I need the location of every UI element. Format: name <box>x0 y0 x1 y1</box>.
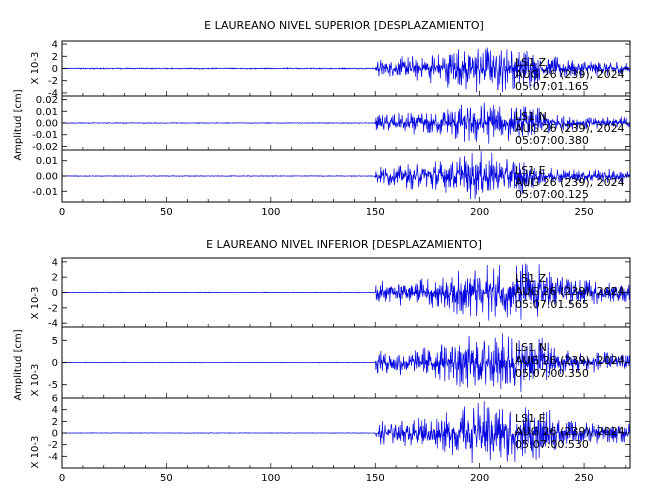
stamp-station: LS1 Z <box>515 272 547 285</box>
stamp-station: LS1 N <box>515 341 547 354</box>
x-tick-label: 150 <box>366 473 385 484</box>
chart-upper-ylabel: Amplitud [cm] <box>13 89 24 160</box>
x-tick-label: 100 <box>261 473 280 484</box>
x-tick-label: 0 <box>59 473 65 484</box>
stamp-date: AUG 26 (239), 2024 <box>515 176 625 189</box>
y-tick-label: -0.02 <box>32 142 58 153</box>
y-tick-label: 2 <box>52 417 58 428</box>
panel-upper-e: 0.01 0.00 -0.01 LS1 E AUG 26 (239), 2024 0… <box>32 149 631 203</box>
stamp-station: LS1 N <box>515 110 547 123</box>
trace-upper-n <box>61 102 631 144</box>
x-tick-label: 50 <box>160 473 173 484</box>
trace-lower-z <box>61 263 631 321</box>
x-tick-label: 150 <box>366 207 385 218</box>
chart-lower: E LAUREANO NIVEL INFERIOR [DESPLAZAMIENT… <box>13 238 631 484</box>
x-tick-label: 0 <box>59 207 65 218</box>
y-tick-label: 2 <box>52 273 58 284</box>
y-tick-label: 0 <box>52 358 58 369</box>
y-tick-label: -2 <box>48 303 58 314</box>
y-tick-label: 0 <box>52 64 58 75</box>
stamp-date: AUG 26 (239), 2024 <box>515 285 625 298</box>
x-tick-label: 250 <box>575 207 594 218</box>
stamp-date: AUG 26 (239), 2024 <box>515 68 625 81</box>
chart-lower-ylabel: Amplitud [cm] <box>13 329 24 400</box>
trace-upper-z <box>61 47 631 93</box>
y-tick-label: -5 <box>48 380 58 391</box>
y-tick-label: 0.01 <box>36 156 58 167</box>
stamp-date: AUG 26 (239), 2024 <box>515 425 625 438</box>
y-tick-label: 4 <box>52 405 58 416</box>
stamp-time: 05:07:01.565 <box>515 298 589 311</box>
y-tick-label: 0 <box>52 429 58 440</box>
stamp-station: LS1 E <box>515 164 546 177</box>
y-tick-label: 0.00 <box>36 172 58 183</box>
stamp-time: 05:07:00.350 <box>515 367 589 380</box>
trace-lower-e <box>61 401 631 464</box>
scale-label: X 10-3 <box>30 436 41 469</box>
y-tick-label: -2 <box>48 76 58 87</box>
y-tick-label: -4 <box>48 452 58 463</box>
y-tick-label: 0.02 <box>36 95 58 106</box>
x-tick-label: 50 <box>160 207 173 218</box>
y-tick-label: -2 <box>48 440 58 451</box>
chart-upper-title: E LAUREANO NIVEL SUPERIOR [DESPLAZAMIENT… <box>204 19 484 32</box>
y-tick-label: 0.01 <box>36 107 58 118</box>
y-tick-label: -0.01 <box>32 187 58 198</box>
scale-label: X 10-3 <box>30 52 41 85</box>
stamp-time: 05:07:00.380 <box>515 134 589 147</box>
stamp-time: 05:07:01.165 <box>515 80 589 93</box>
stamp-station: LS1 E <box>515 412 546 425</box>
stamp-date: AUG 26 (239), 2024 <box>515 122 625 135</box>
stamp-time: 05:07:00.125 <box>515 188 589 201</box>
x-tick-label: 100 <box>261 207 280 218</box>
x-tick-label: 250 <box>575 473 594 484</box>
stamp-station: LS1 Z <box>515 56 547 69</box>
y-tick-label: 0.00 <box>36 119 58 130</box>
x-axis-lower: 0 50 100 150 200 250 <box>59 473 594 484</box>
scale-label: X 10-3 <box>30 364 41 397</box>
trace-lower-n <box>61 333 631 393</box>
chart-upper: E LAUREANO NIVEL SUPERIOR [DESPLAZAMIENT… <box>13 19 631 218</box>
chart-lower-title: E LAUREANO NIVEL INFERIOR [DESPLAZAMIENT… <box>206 238 482 251</box>
y-tick-label: -4 <box>48 88 58 99</box>
stamp-time: 05:07:00.530 <box>515 438 589 451</box>
panel-lower-n: X 10-3 5 0 -5 LS1 N AUG 26 (239), 2024 05:… <box>30 326 631 399</box>
y-tick-label: 5 <box>52 336 58 347</box>
trace-upper-e <box>61 151 631 200</box>
y-tick-label: -0.01 <box>32 130 58 141</box>
panel-upper-n: 0.020.010.00-0.01-0.02 LS1 N AUG 26 (239… <box>32 95 631 153</box>
y-tick-label: 0 <box>52 288 58 299</box>
x-axis-upper: 0 50 100 150 200 250 <box>59 207 594 218</box>
y-tick-label: 2 <box>52 52 58 63</box>
y-tick-label: 6 <box>52 394 58 405</box>
panel-lower-z: X 10-3 420-2-4 LS1 Z AUG 26 (239), 2024 … <box>30 257 631 330</box>
stamp-date: AUG 26 (239), 2024 <box>515 354 625 367</box>
x-tick-label: 200 <box>470 207 489 218</box>
scale-label: X 10-3 <box>30 287 41 320</box>
y-tick-label: 4 <box>52 40 58 51</box>
x-tick-label: 200 <box>470 473 489 484</box>
y-tick-label: 4 <box>52 257 58 268</box>
y-tick-label: -4 <box>48 319 58 330</box>
